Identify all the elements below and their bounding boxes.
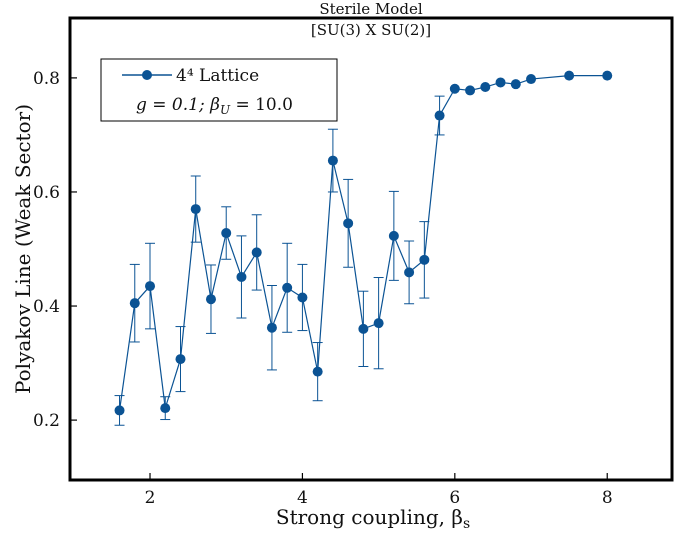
error-bars [114,95,445,426]
y-tick-label: 0.6 [33,183,60,203]
legend: 4⁴ Lattice g = 0.1; βU = 10.0 [100,58,338,122]
data-point [480,82,491,93]
x-axis-title: Strong coupling, βs [276,505,470,532]
data-point [266,322,277,333]
y-tick-label: 0.8 [33,69,60,89]
chart-subtitle: [SU(3) X SU(2)] [311,21,431,39]
axis-ticks: 2 4 6 8 0.2 0.4 0.6 0.8 [33,69,613,508]
x-axis-label-subscript: s [463,516,470,532]
x-tick-label: 6 [449,488,460,508]
data-point [236,271,247,282]
data-point [495,77,506,88]
data-point [419,254,430,265]
data-point [221,228,232,239]
data-point [526,74,537,85]
data-point [358,323,369,334]
data-point [373,318,384,329]
data-point [205,294,216,305]
data-point [404,267,415,278]
legend-box [100,58,338,122]
data-point [434,110,445,121]
data-point [297,292,308,303]
data-point [449,83,460,94]
legend-marker-sample [142,70,152,80]
data-point [510,79,521,90]
data-point [160,403,171,414]
data-point [190,204,201,215]
data-point [129,298,140,309]
y-tick-label: 0.4 [33,297,60,317]
legend-entry-label: 4⁴ Lattice [176,66,259,86]
x-tick-label: 4 [297,488,308,508]
data-point [388,230,399,241]
x-tick-label: 2 [145,488,156,508]
chart-title: Sterile Model [319,0,422,18]
plot-frame [68,16,674,482]
data-point [312,366,323,377]
x-axis-label: Strong coupling, βs [276,505,470,532]
data-point [251,247,262,258]
data-point [114,405,125,416]
data-point [282,282,293,293]
data-point [564,70,575,81]
legend-annotation: g = 0.1; βU = 10.0 [136,95,293,117]
data-point [465,85,476,96]
data-point [175,354,186,365]
x-tick-label: 8 [602,488,613,508]
data-point [343,218,354,229]
legend-annotation-subscript: U [220,103,231,117]
y-tick-label: 0.2 [33,411,60,431]
y-axis-label: Polyakov Line (Weak Sector) [11,104,35,394]
data-points [114,70,613,416]
data-point [145,281,156,292]
data-point [602,70,613,81]
data-point [327,155,338,166]
chart-titles: Sterile Model [SU(3) X SU(2)] [311,0,431,39]
